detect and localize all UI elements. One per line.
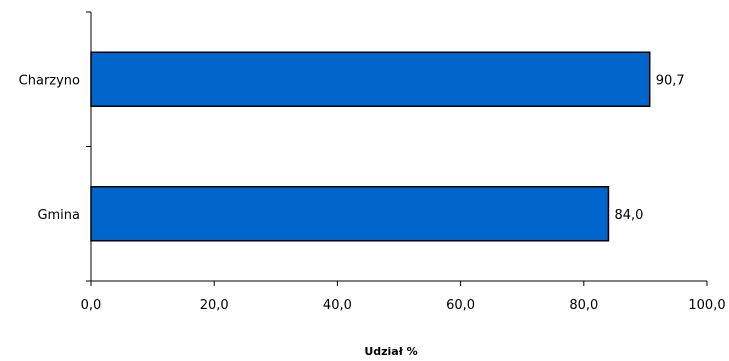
bar [90, 186, 610, 242]
x-tick-label: 0,0 [81, 298, 102, 313]
x-tick-label: 100,0 [688, 298, 725, 313]
data-label: 90,7 [656, 73, 685, 88]
bar [90, 51, 651, 107]
x-tick-labels: 0,0 20,0 40,0 60,0 80,0 100,0 [81, 298, 726, 313]
data-label: 84,0 [614, 208, 643, 223]
x-tick-label: 40,0 [323, 298, 352, 313]
value-labels: 90,7 84,0 [614, 73, 684, 223]
x-tick-label: 80,0 [569, 298, 598, 313]
bars [90, 51, 651, 242]
x-axis-title: Udział % [364, 345, 417, 358]
category-label: Charzyno [19, 73, 80, 88]
category-label: Gmina [37, 208, 80, 223]
x-tick-label: 20,0 [200, 298, 229, 313]
x-tick-label: 60,0 [446, 298, 475, 313]
category-labels: Charzyno Gmina [19, 73, 80, 223]
